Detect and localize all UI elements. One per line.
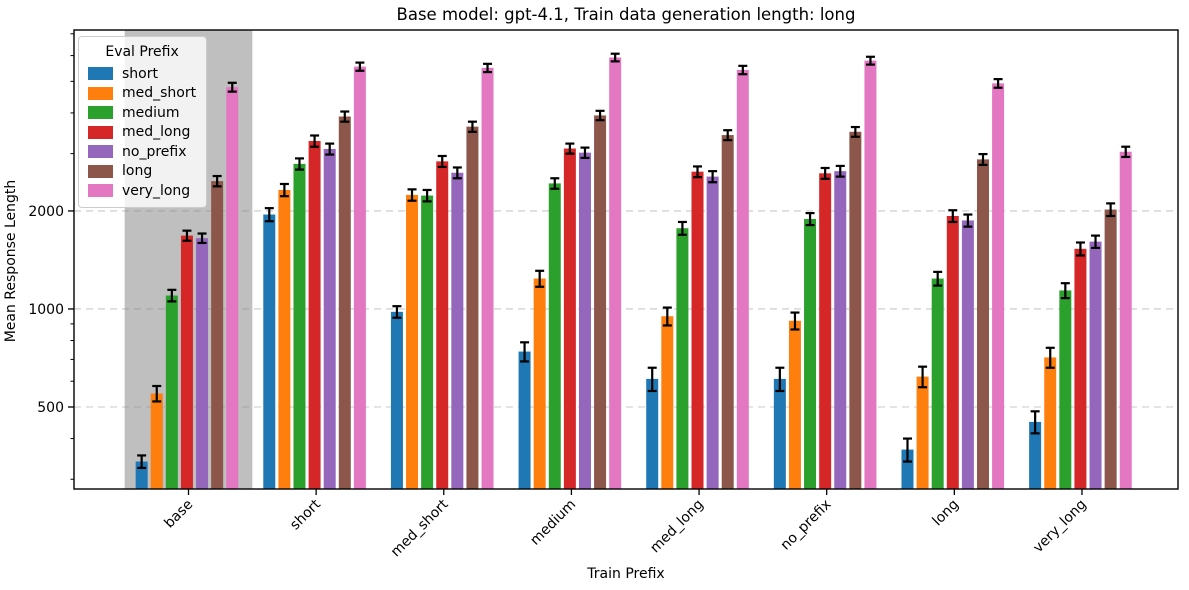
x-tick-label-base: base (161, 497, 196, 532)
bar-long-base (211, 181, 224, 489)
legend-item-medium: medium (88, 103, 196, 123)
bar-med_short-med_short (406, 194, 419, 489)
bar-no_prefix-short (323, 148, 336, 489)
bar-very_long-short (353, 66, 366, 490)
legend-label-med_long: med_long (122, 124, 191, 141)
legend-swatch-very_long (88, 184, 113, 198)
legend-title: Eval Prefix (105, 44, 179, 60)
bar-long-med_long (721, 135, 734, 489)
bar-med_short-long (916, 376, 929, 489)
bar-very_long-very_long (1119, 151, 1132, 489)
bar-medium-very_long (1059, 290, 1072, 489)
bar-long-long (976, 159, 989, 489)
x-tick-label-med_long: med_long (647, 497, 707, 557)
bar-med_short-med_long (661, 316, 674, 489)
legend-label-very_long: very_long (122, 182, 191, 199)
bar-no_prefix-very_long (1089, 241, 1102, 489)
bar-short-medium (518, 351, 531, 489)
legend-item-no_prefix: no_prefix (88, 142, 196, 162)
bar-med_long-medium (563, 148, 576, 489)
bar-short-very_long (1029, 421, 1042, 489)
bar-med_long-base (180, 235, 193, 489)
legend-swatch-no_prefix (88, 145, 113, 159)
bar-medium-med_long (676, 228, 689, 489)
bar-no_prefix-med_long (706, 176, 719, 490)
legend-label-short: short (122, 65, 158, 82)
legend-label-long: long (122, 163, 153, 180)
bar-long-short (338, 116, 351, 489)
x-tick-label-long: long (929, 497, 962, 530)
bar-no_prefix-med_short (451, 172, 464, 489)
bar-medium-base (165, 295, 178, 489)
bar-very_long-med_short (481, 67, 494, 489)
y-tick-label-1000: 1000 (28, 302, 64, 318)
bar-medium-long (931, 278, 944, 489)
bar-medium-no_prefix (804, 218, 817, 490)
bar-medium-medium (548, 183, 561, 489)
plot-spines (73, 29, 1179, 490)
bar-med_long-short (308, 140, 321, 489)
bar-long-very_long (1104, 209, 1117, 489)
legend-label-med_short: med_short (122, 85, 197, 102)
bar-no_prefix-base (196, 238, 209, 489)
bar-medium-short (293, 163, 306, 490)
bar-med_long-very_long (1074, 248, 1087, 489)
bar-med_long-med_short (436, 161, 449, 490)
bar-very_long-medium (609, 57, 622, 489)
x-tick-label-medium: medium (527, 497, 579, 549)
bar-no_prefix-long (961, 220, 974, 489)
legend-item-med_short: med_short (88, 84, 196, 104)
bar-med_short-short (278, 189, 291, 490)
bar-short-long (901, 449, 914, 489)
legend-label-medium: medium (122, 104, 180, 121)
bar-no_prefix-medium (578, 152, 591, 489)
bar-med_short-very_long (1044, 357, 1057, 489)
legend-swatch-med_long (88, 125, 113, 139)
bar-long-med_short (466, 126, 479, 489)
legend-label-no_prefix: no_prefix (122, 143, 187, 160)
y-tick-label-500: 500 (37, 400, 64, 416)
bar-med_long-long (946, 215, 959, 489)
y-axis-label: Mean Response Length (3, 179, 19, 343)
bar-very_long-med_long (736, 69, 749, 489)
bar-med_short-base (150, 393, 163, 489)
chart-title: Base model: gpt-4.1, Train data generati… (396, 5, 856, 24)
legend-item-very_long: very_long (88, 181, 196, 201)
x-tick-label-very_long: very_long (1030, 497, 1090, 557)
bar-medium-med_short (421, 195, 434, 489)
bar-med_short-no_prefix (788, 320, 801, 489)
legend-item-short: short (88, 64, 196, 84)
legend-swatch-med_short (88, 86, 113, 100)
bar-very_long-base (226, 87, 239, 489)
bar-short-no_prefix (773, 378, 786, 489)
x-tick-label-short: short (287, 496, 324, 533)
x-tick-label-no_prefix: no_prefix (778, 497, 835, 554)
legend-item-long: long (88, 162, 196, 182)
legend-swatch-long (88, 164, 113, 178)
bar-med_short-medium (533, 278, 546, 489)
bar-med_long-med_long (691, 171, 704, 489)
legend-item-med_long: med_long (88, 123, 196, 143)
x-axis-label: Train Prefix (587, 566, 665, 582)
bar-very_long-long (992, 83, 1005, 489)
x-tick-label-med_short: med_short (388, 496, 452, 560)
bar-short-med_short (390, 311, 403, 489)
legend-swatch-medium (88, 106, 113, 120)
bar-long-medium (594, 115, 607, 489)
bar-no_prefix-no_prefix (834, 171, 847, 489)
y-tick-label-2000: 2000 (28, 204, 64, 220)
bar-short-med_long (646, 378, 659, 489)
bar-very_long-no_prefix (864, 60, 877, 490)
bar-short-short (263, 214, 276, 489)
bar-long-no_prefix (849, 131, 862, 489)
bar-med_long-no_prefix (819, 173, 832, 489)
legend-swatch-short (88, 67, 113, 81)
